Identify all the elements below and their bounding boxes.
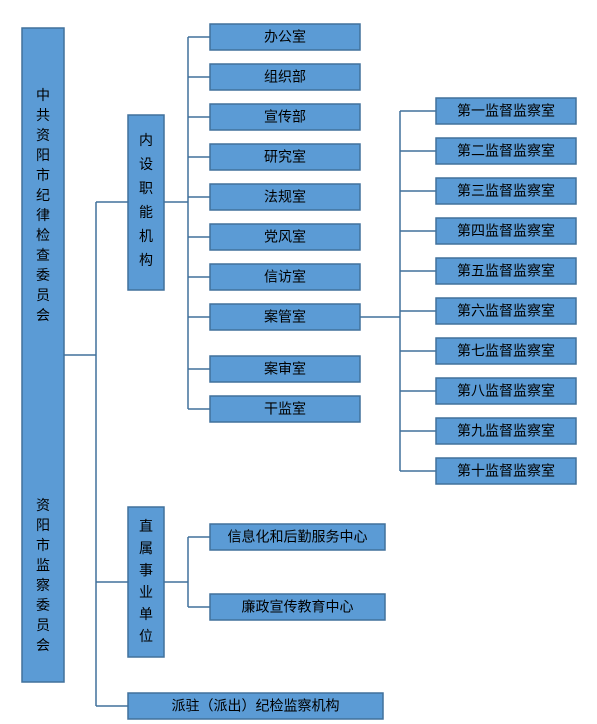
internal-dept-label: 办公室 [264, 29, 306, 45]
internal-dept-label: 信访室 [264, 269, 306, 285]
internal-dept-label: 研究室 [264, 149, 306, 165]
internal-dept-label: 组织部 [264, 69, 306, 85]
supervision-room-label: 第十监督监察室 [457, 463, 555, 479]
supervision-room-label: 第二监督监察室 [457, 143, 555, 159]
internal-dept-label: 案管室 [264, 309, 306, 325]
supervision-room-label: 第六监督监察室 [457, 303, 555, 319]
internal-dept-label: 干监室 [264, 401, 306, 417]
internal-dept-label: 法规室 [264, 189, 306, 205]
supervision-room-label: 第七监督监察室 [457, 343, 555, 359]
internal-dept-label: 宣传部 [264, 109, 306, 125]
affiliated-unit-label: 信息化和后勤服务中心 [228, 529, 368, 545]
supervision-room-label: 第八监督监察室 [457, 383, 555, 399]
supervision-room-label: 第四监督监察室 [457, 223, 555, 239]
supervision-room-label: 第三监督监察室 [457, 183, 555, 199]
affiliated-unit-label: 廉政宣传教育中心 [242, 599, 354, 615]
l2-dispatched-label: 派驻（派出）纪检监察机构 [172, 698, 340, 714]
internal-dept-label: 案审室 [264, 361, 306, 377]
supervision-room-label: 第五监督监察室 [457, 263, 555, 279]
internal-dept-label: 党风室 [264, 229, 306, 245]
supervision-room-label: 第一监督监察室 [457, 103, 555, 119]
supervision-room-label: 第九监督监察室 [457, 423, 555, 439]
